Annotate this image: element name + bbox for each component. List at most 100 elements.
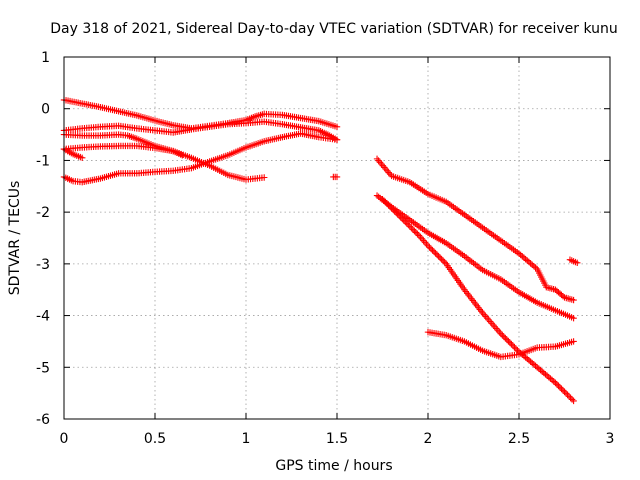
data-point [561, 388, 568, 396]
data-point [520, 254, 528, 261]
series-track-g [330, 173, 341, 181]
data-point [411, 227, 418, 235]
data-point [506, 339, 514, 346]
data-point [519, 253, 526, 260]
data-point [400, 217, 407, 224]
data-point [552, 379, 559, 386]
data-point [530, 361, 538, 368]
data-point [562, 390, 570, 397]
data-point [388, 205, 395, 212]
data-point [432, 250, 439, 257]
data-point [412, 229, 420, 236]
data-point [532, 362, 539, 370]
data-point [555, 382, 562, 390]
data-point [406, 223, 413, 230]
data-point [430, 248, 438, 255]
series-track-d [60, 131, 268, 183]
data-point [409, 226, 417, 233]
data-point [564, 391, 571, 399]
series-track-l [566, 256, 581, 267]
data-point [508, 341, 515, 348]
data-point [524, 257, 531, 264]
x-tick-label: 2 [424, 431, 433, 447]
data-point [436, 254, 444, 262]
data-point [570, 296, 577, 304]
data-point [570, 397, 577, 405]
data-point [522, 255, 529, 263]
data-point [424, 242, 432, 249]
data-point [548, 376, 556, 384]
y-tick-label: -2 [36, 205, 50, 221]
data-point [543, 372, 551, 379]
data-point [512, 345, 520, 352]
data-point [333, 173, 341, 181]
data-point [553, 381, 561, 388]
data-point [538, 368, 546, 375]
data-point [537, 366, 544, 374]
data-point [379, 196, 386, 203]
data-point [433, 251, 441, 259]
data-point [79, 154, 86, 162]
data-point [565, 393, 573, 400]
data-point [389, 206, 397, 213]
data-point [524, 355, 531, 363]
data-point [382, 199, 389, 206]
x-tick-label: 3 [606, 431, 615, 447]
data-point [405, 221, 412, 229]
data-point [529, 261, 536, 268]
y-tick-label: 0 [41, 102, 50, 118]
series-track-e [60, 142, 186, 159]
data-point [527, 260, 534, 267]
data-point [426, 244, 433, 251]
data-point [545, 373, 552, 381]
data-point [558, 385, 565, 393]
series-track-b [60, 118, 341, 143]
data-point [333, 123, 341, 131]
data-point [568, 396, 576, 403]
data-point [499, 331, 506, 339]
data-point [535, 365, 543, 372]
y-tick-label: -6 [36, 412, 50, 428]
data-point [547, 375, 554, 382]
data-point [570, 314, 577, 322]
x-tick-labels: 0 0.5 1 1.5 2 2.5 3 [60, 431, 615, 447]
data-point [391, 208, 398, 215]
data-point [570, 338, 577, 345]
data-point [527, 358, 534, 365]
series-track-h [373, 155, 577, 304]
data-point [500, 333, 508, 340]
data-point [556, 384, 564, 391]
data-point [529, 359, 536, 367]
data-point [509, 342, 517, 349]
data-point [534, 364, 541, 371]
data-point [394, 211, 401, 218]
x-tick-label: 2.5 [508, 431, 530, 447]
data-point [567, 394, 574, 402]
data-point [429, 247, 436, 254]
x-tick-label: 0.5 [144, 431, 166, 447]
data-point [503, 336, 511, 343]
data-point [559, 387, 567, 394]
x-tick-label: 1 [242, 431, 251, 447]
x-axis-label: GPS time / hours [275, 458, 392, 474]
data-point [525, 258, 533, 266]
data-point [542, 371, 549, 378]
data-point [550, 378, 557, 385]
data-point [402, 218, 409, 226]
data-point [559, 292, 567, 300]
data-point [399, 215, 406, 223]
data-point [408, 224, 415, 232]
data-point [386, 203, 394, 210]
grid-lines [64, 57, 610, 419]
data-point [505, 338, 512, 345]
data-point [497, 330, 504, 337]
data-series [60, 96, 581, 405]
data-point [383, 200, 391, 207]
chart-title: Day 318 of 2021, Sidereal Day-to-day VTE… [50, 21, 618, 37]
data-point [179, 152, 186, 159]
data-point [392, 209, 400, 216]
plot-frame [63, 56, 611, 420]
data-point [525, 357, 533, 364]
data-point [511, 344, 518, 351]
